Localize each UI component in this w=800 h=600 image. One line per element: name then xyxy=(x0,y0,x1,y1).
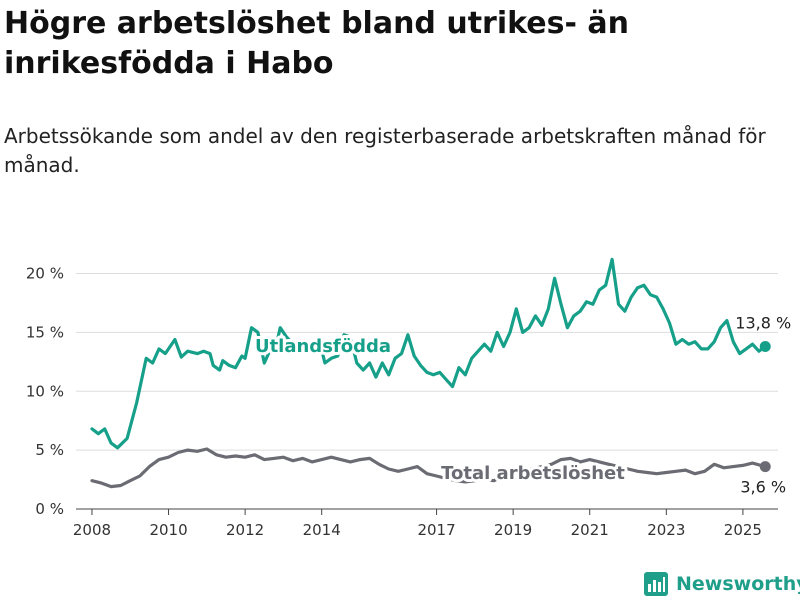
x-tick-label: 2019 xyxy=(494,521,532,539)
series-label: Total arbetslöshet xyxy=(441,463,625,484)
x-tick-label: 2023 xyxy=(647,521,685,539)
series-label: Utlandsfödda xyxy=(255,336,391,357)
series-end-label: 13,8 % xyxy=(735,314,791,333)
x-tick-label: 2017 xyxy=(417,521,455,539)
series-end-label: 3,6 % xyxy=(740,478,786,497)
y-tick-label: 5 % xyxy=(35,441,64,459)
brand-logo: Newsworthy xyxy=(644,570,800,598)
x-tick-label: 2014 xyxy=(303,521,341,539)
y-tick-label: 20 % xyxy=(26,265,64,283)
series-label-halo: Utlandsfödda xyxy=(255,336,391,357)
x-tick-label: 2008 xyxy=(73,521,111,539)
x-tick-label: 2025 xyxy=(724,521,762,539)
brand-name: Newsworthy xyxy=(676,573,800,595)
y-axis: 0 % 5 % 10 % 15 % 20 % xyxy=(26,265,64,518)
x-tick-label: 2012 xyxy=(226,521,264,539)
series-end-point xyxy=(759,341,771,353)
series-label-halo: Total arbetslöshet xyxy=(441,463,625,484)
y-tick-label: 0 % xyxy=(35,500,64,518)
series-line xyxy=(90,257,767,450)
series-lines xyxy=(90,257,771,489)
y-tick-label: 10 % xyxy=(26,382,64,400)
y-tick-label: 15 % xyxy=(26,323,64,341)
x-tick-label: 2010 xyxy=(149,521,187,539)
series-line xyxy=(90,447,767,489)
chart-title: Högre arbetslöshet bland utrikes- än inr… xyxy=(4,6,629,81)
x-axis: 2008 2010 2012 2014 2017 2019 2021 2023 2025 xyxy=(73,509,762,539)
newsworthy-logo-icon xyxy=(644,572,668,596)
x-tick-label: 2021 xyxy=(571,521,609,539)
series-end-point xyxy=(759,461,771,473)
chart-subtitle: Arbetssökande som andel av den registerb… xyxy=(4,124,766,177)
